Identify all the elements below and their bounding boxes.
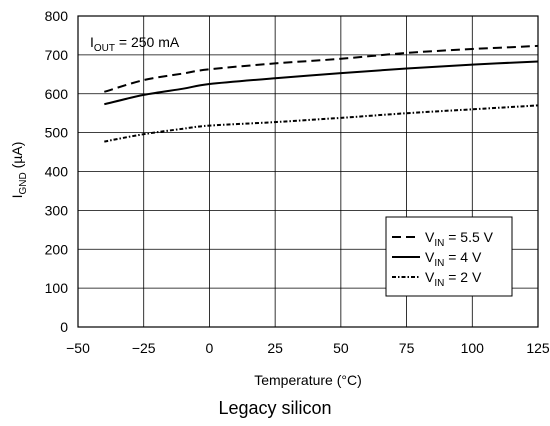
x-tick-label: 25: [267, 340, 283, 356]
x-tick-label: 0: [206, 340, 214, 356]
series-line-1: [104, 60, 539, 106]
ignd-vs-temperature-chart: −50 −25 0 25 50 75 100 125 0 100 200 300 400 500 600 7…: [9, 8, 550, 388]
y-tick-labels: 0 100 200 300 400 500 600 700 800: [45, 8, 69, 335]
legend-label-1: VIN = 4 V: [425, 249, 482, 269]
x-tick-label: 75: [399, 340, 415, 356]
series-line-2: [104, 104, 539, 143]
y-tick-label: 300: [45, 202, 69, 218]
x-tick-label: 50: [333, 340, 349, 356]
x-tick-label: −25: [132, 340, 156, 356]
y-axis-label: IGND (µA): [9, 142, 29, 199]
y-tick-label: 600: [45, 86, 69, 102]
y-tick-label: 0: [60, 319, 68, 335]
y-axis-label-rest: (µA): [9, 142, 25, 173]
series-layer: [104, 44, 539, 143]
x-tick-label: 100: [461, 340, 485, 356]
y-tick-label: 100: [45, 280, 69, 296]
y-tick-label: 500: [45, 125, 69, 141]
y-axis-label-sub: GND: [18, 172, 29, 194]
x-tick-labels: −50 −25 0 25 50 75 100 125: [66, 340, 550, 356]
condition-annotation: IOUT = 250 mA: [90, 34, 180, 54]
y-tick-label: 800: [45, 8, 69, 24]
x-axis-label: Temperature (°C): [254, 372, 362, 388]
y-axis-label-main: I: [9, 194, 25, 198]
annotation-sub: OUT: [94, 43, 115, 54]
x-tick-label: 125: [526, 340, 550, 356]
y-tick-label: 700: [45, 47, 69, 63]
x-tick-label: −50: [66, 340, 90, 356]
chart-caption: Legacy silicon: [218, 398, 332, 418]
annotation-rest: = 250 mA: [115, 34, 180, 50]
y-tick-label: 200: [45, 241, 69, 257]
legend-label-2: VIN = 2 V: [425, 269, 482, 289]
series-line-0: [104, 44, 539, 93]
y-tick-label: 400: [45, 164, 69, 180]
legend-label-0: VIN = 5.5 V: [425, 229, 494, 249]
annotation-main: I: [90, 34, 94, 50]
plot-frame: [77, 15, 539, 328]
